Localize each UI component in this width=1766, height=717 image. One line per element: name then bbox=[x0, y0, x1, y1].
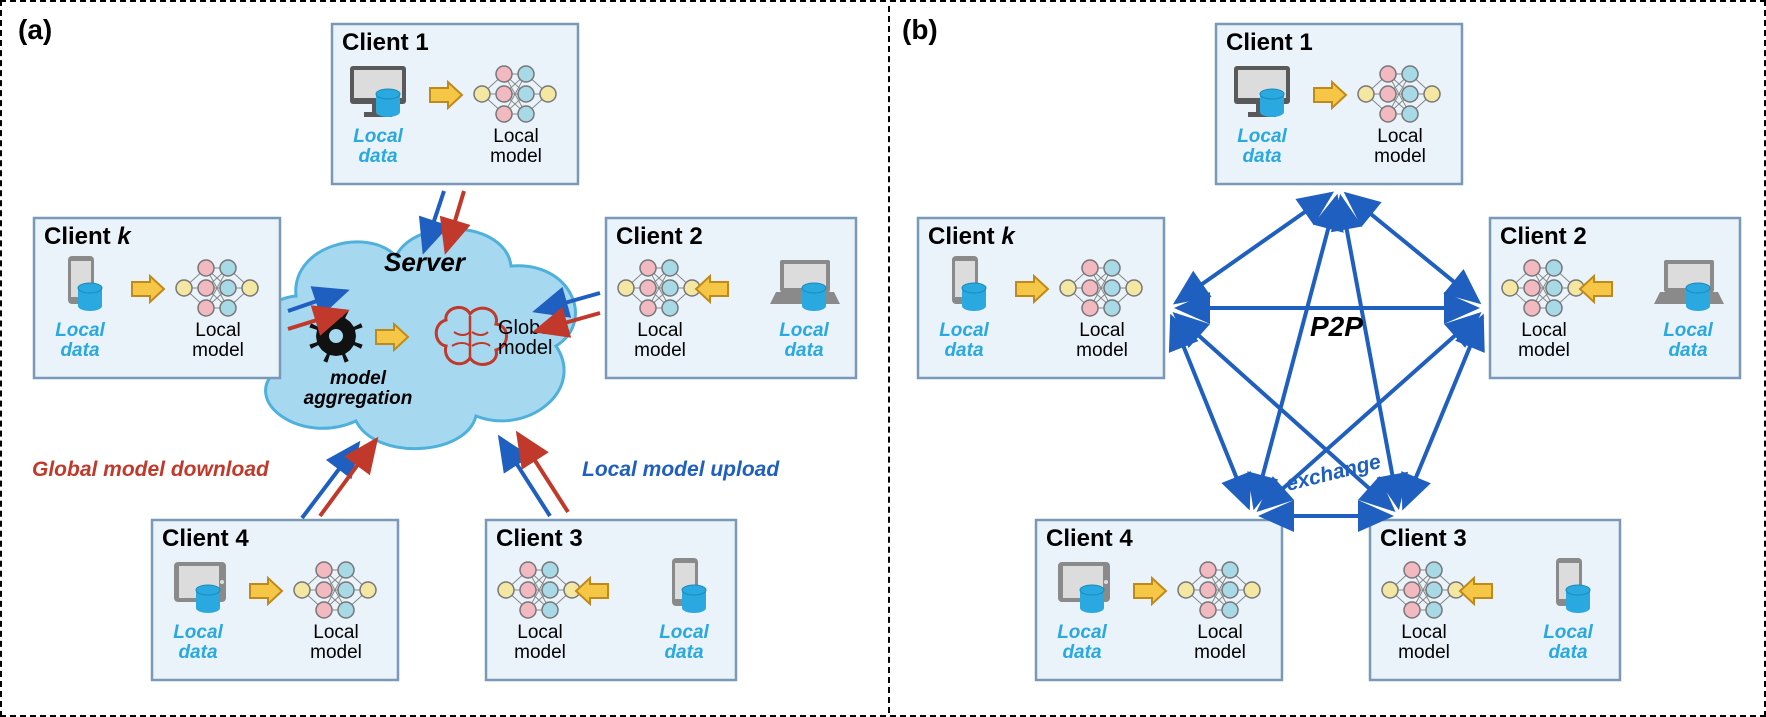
svg-text:Client 2: Client 2 bbox=[616, 223, 703, 250]
svg-text:Localmodel: Localmodel bbox=[310, 622, 362, 663]
client-2-box: Client 2 Localdata Localmodel bbox=[1490, 218, 1740, 378]
svg-text:Localmodel: Localmodel bbox=[192, 320, 244, 361]
panel-b-svg: Client 1LocaldataLocalmodelLocaldataLoca… bbox=[890, 6, 1764, 713]
panel-b-label: (b) bbox=[902, 14, 938, 46]
svg-text:Localdata: Localdata bbox=[1543, 622, 1593, 663]
svg-text:Localdata: Localdata bbox=[1237, 126, 1287, 167]
svg-text:Localdata: Localdata bbox=[353, 126, 403, 167]
p2p-label: P2P bbox=[1310, 311, 1363, 342]
local-upload-text: Local model upload bbox=[582, 458, 780, 481]
model-aggregation-label: modelaggregation bbox=[304, 368, 413, 409]
svg-text:Client k: Client k bbox=[928, 223, 1016, 250]
svg-text:Localdata: Localdata bbox=[659, 622, 709, 663]
client-3-box: Client 3 Localdata Localmodel bbox=[486, 520, 736, 680]
svg-text:Localdata: Localdata bbox=[1057, 622, 1107, 663]
client-4-box: Client 4 Localdata Localmodel bbox=[1036, 520, 1282, 680]
client-2-box: Client 2 Localdata Localmodel bbox=[606, 218, 856, 378]
server-label: Server bbox=[384, 247, 467, 277]
panel-a: (a) Client 1LocaldataLocalmodelLocaldata… bbox=[6, 6, 881, 713]
svg-text:Localdata: Localdata bbox=[173, 622, 223, 663]
svg-text:Client 4: Client 4 bbox=[162, 525, 249, 552]
svg-text:Localmodel: Localmodel bbox=[634, 320, 686, 361]
svg-text:Client 2: Client 2 bbox=[1500, 223, 1587, 250]
svg-text:Localmodel: Localmodel bbox=[1518, 320, 1570, 361]
global-download-text: Global model download bbox=[32, 458, 270, 481]
figure-container: (a) Client 1LocaldataLocalmodelLocaldata… bbox=[0, 0, 1766, 717]
client-k-box: Localdata Localmodel bbox=[918, 218, 1164, 378]
client-4-box: Client 4 Localdata Localmodel bbox=[152, 520, 398, 680]
svg-text:Localmodel: Localmodel bbox=[514, 622, 566, 663]
exchange-label: exchange bbox=[1284, 450, 1384, 496]
panel-b: (b) Client 1LocaldataLocalmodelLocaldata… bbox=[888, 6, 1762, 713]
svg-text:Localmodel: Localmodel bbox=[1374, 126, 1426, 167]
svg-text:Localmodel: Localmodel bbox=[1076, 320, 1128, 361]
svg-text:Localdata: Localdata bbox=[1663, 320, 1713, 361]
svg-text:Localdata: Localdata bbox=[55, 320, 105, 361]
client-3-box: Client 3 Localdata Localmodel bbox=[1370, 520, 1620, 680]
svg-text:Localdata: Localdata bbox=[939, 320, 989, 361]
svg-text:Client 3: Client 3 bbox=[496, 525, 583, 552]
svg-text:Client k: Client k bbox=[44, 223, 132, 250]
svg-text:Localmodel: Localmodel bbox=[490, 126, 542, 167]
panel-a-label: (a) bbox=[18, 14, 52, 46]
client-k-box: Localdata Localmodel bbox=[34, 218, 280, 378]
svg-text:Client 4: Client 4 bbox=[1046, 525, 1133, 552]
svg-text:Client 1: Client 1 bbox=[342, 29, 429, 56]
svg-text:Localdata: Localdata bbox=[779, 320, 829, 361]
client-1-box: Client 1 Localdata Localmodel bbox=[1216, 24, 1462, 184]
svg-text:Client 3: Client 3 bbox=[1380, 525, 1467, 552]
svg-text:Localmodel: Localmodel bbox=[1194, 622, 1246, 663]
svg-text:Client 1: Client 1 bbox=[1226, 29, 1313, 56]
svg-text:Localmodel: Localmodel bbox=[1398, 622, 1450, 663]
panel-a-svg: Client 1LocaldataLocalmodelLocaldataLoca… bbox=[6, 6, 881, 713]
client-1-box: Client 1 Localdata Localmodel bbox=[332, 24, 578, 184]
global-model-label: Globalmodel bbox=[498, 317, 556, 359]
